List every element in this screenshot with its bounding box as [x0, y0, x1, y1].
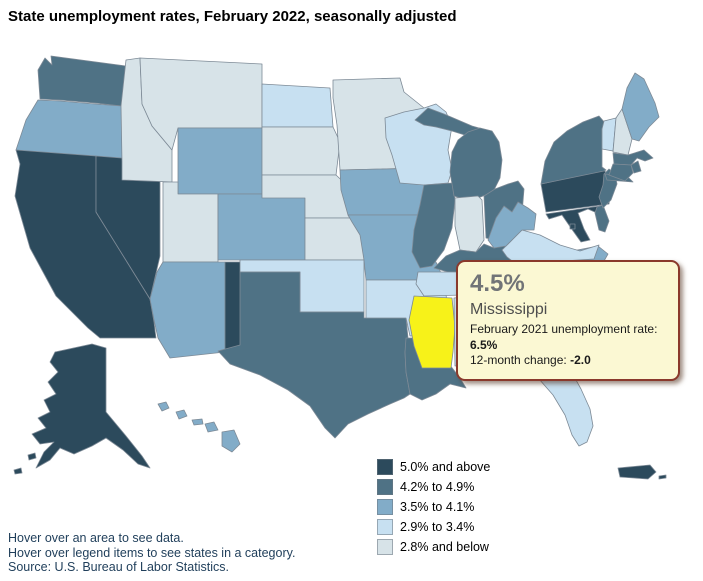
state-hi-molokai[interactable] [191, 418, 204, 426]
state-vt[interactable] [601, 117, 617, 152]
legend-label: 5.0% and above [400, 459, 491, 474]
legend-swatch-icon [377, 458, 393, 475]
state-sd[interactable] [261, 126, 341, 176]
footer-hint-legend: Hover over legend items to see states in… [8, 545, 296, 560]
map-legend: 5.0% and above 4.2% to 4.9% 3.5% to 4.1%… [377, 458, 490, 558]
state-mi[interactable] [449, 127, 503, 200]
legend-item-5.0-and-above[interactable]: 5.0% and above [377, 458, 490, 475]
state-wy[interactable] [177, 127, 263, 195]
state-pr[interactable] [617, 464, 657, 480]
state-hi-kauai[interactable] [157, 401, 170, 412]
footer-notes: Hover over an area to see data. Hover ov… [8, 531, 295, 575]
legend-label: 2.9% to 3.4% [400, 519, 475, 534]
state-ut[interactable] [162, 181, 219, 263]
state-dc[interactable] [569, 223, 576, 230]
legend-item-2.9-to-3.4[interactable]: 2.9% to 3.4% [377, 518, 490, 535]
state-az[interactable] [149, 261, 226, 359]
tooltip-change-label: 12-month change: [470, 353, 571, 368]
legend-swatch-icon [377, 518, 393, 535]
legend-swatch-icon [377, 478, 393, 495]
legend-swatch-icon [377, 538, 393, 555]
state-mt[interactable] [139, 57, 263, 151]
tooltip-prev-value: 6.5% [470, 337, 498, 352]
state-hi-maui[interactable] [204, 421, 219, 433]
tooltip-change-line: 12-month change: -2.0 [470, 353, 666, 369]
state-ak-island[interactable] [27, 452, 37, 461]
legend-label: 3.5% to 4.1% [400, 499, 475, 514]
state-hi-hawaii[interactable] [221, 429, 241, 453]
state-nd[interactable] [261, 83, 334, 128]
state-ct[interactable] [608, 163, 634, 182]
state-ak[interactable] [31, 343, 151, 469]
state-in[interactable] [454, 195, 485, 253]
state-ny[interactable] [540, 115, 607, 185]
state-ak-island[interactable] [13, 467, 23, 475]
state-wa[interactable] [37, 55, 127, 107]
page-title: State unemployment rates, February 2022,… [8, 8, 457, 25]
state-co[interactable] [217, 193, 306, 261]
footer-hint-area: Hover over an area to see data. [8, 531, 184, 545]
tooltip-prev-label: February 2021 unemployment rate: [470, 322, 658, 336]
legend-item-2.8-and-below[interactable]: 2.8% and below [377, 538, 490, 555]
state-tx[interactable] [217, 271, 411, 439]
footer-source: Source: U.S. Bureau of Labor Statistics. [8, 560, 229, 575]
state-ms[interactable] [408, 295, 456, 369]
legend-label: 4.2% to 4.9% [400, 479, 475, 494]
tooltip-prev-rate-line: February 2021 unemployment rate: 6.5% [470, 322, 666, 353]
legend-label: 2.8% and below [400, 539, 489, 554]
state-me[interactable] [621, 72, 660, 142]
map-tooltip: 4.5% Mississippi February 2021 unemploym… [456, 260, 680, 381]
state-nh[interactable] [612, 108, 633, 156]
tooltip-state-name: Mississippi [470, 301, 548, 318]
state-de[interactable] [594, 204, 610, 233]
state-pr-island[interactable] [658, 474, 667, 480]
tooltip-change-value: -2.0 [570, 353, 591, 368]
tooltip-rate: 4.5% [470, 270, 525, 297]
legend-item-3.5-to-4.1[interactable]: 3.5% to 4.1% [377, 498, 490, 515]
state-wv[interactable] [487, 201, 537, 249]
legend-item-4.2-to-4.9[interactable]: 4.2% to 4.9% [377, 478, 490, 495]
state-ri[interactable] [630, 160, 642, 174]
state-hi-oahu[interactable] [175, 409, 188, 420]
legend-swatch-icon [377, 498, 393, 515]
